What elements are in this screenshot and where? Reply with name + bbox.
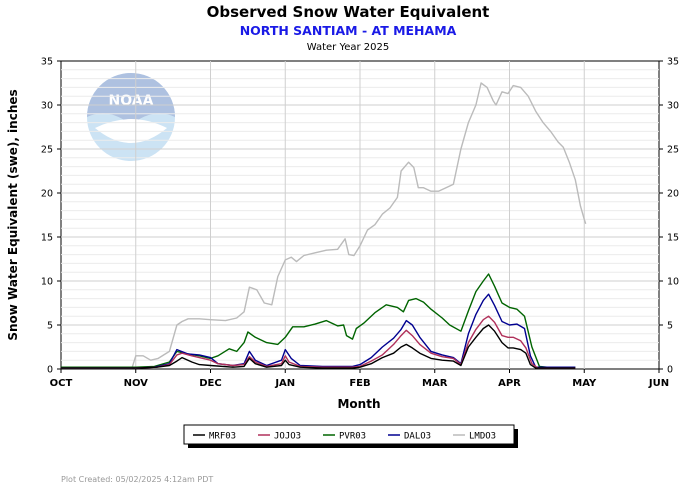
grid-lines (61, 61, 659, 369)
x-tick-label: JUN (648, 378, 669, 389)
y-tick-label-right: 15 (667, 233, 679, 244)
y-tick-label: 5 (47, 321, 53, 332)
y-tick-label-right: 30 (667, 101, 679, 112)
x-tick-label: APR (498, 378, 521, 389)
chart-title: Observed Snow Water Equivalent (207, 3, 490, 21)
legend-label-mrf03: MRF03 (209, 432, 236, 442)
x-tick-label: NOV (124, 378, 149, 389)
noaa-logo-watermark: NOAA (87, 73, 175, 161)
x-axis: OCT NOV DEC JAN FEB MAR APR MAY JUN (50, 369, 669, 389)
y-tick-label: 35 (41, 57, 53, 68)
series-line-lmdo3 (61, 82, 587, 369)
plot-created-footer: Plot Created: 05/02/2025 4:12am PDT (61, 475, 213, 484)
chart-subtitle-year: Water Year 2025 (307, 42, 390, 53)
y-axis-label: Snow Water Equivalent (swe), inches (6, 89, 20, 340)
legend-label-pvr03: PVR03 (339, 432, 366, 442)
y-tick-label-right: 5 (667, 321, 673, 332)
series-lines (61, 82, 587, 369)
x-tick-label: DEC (199, 378, 221, 389)
x-axis-label: Month (337, 397, 380, 411)
x-tick-label: FEB (349, 378, 370, 389)
y-tick-label: 30 (41, 101, 53, 112)
series-line-mrf03 (61, 324, 576, 369)
y-axis-right: 0 5 10 15 20 25 30 35 (659, 57, 679, 376)
y-tick-label-right: 10 (667, 277, 679, 288)
x-tick-label: MAY (572, 378, 597, 389)
series-line-jojo3 (61, 315, 576, 369)
svg-text:NOAA: NOAA (109, 93, 154, 109)
y-tick-label-right: 20 (667, 189, 679, 200)
legend: MRF03 JOJO3 PVR03 DALO3 LMDO3 (183, 424, 518, 448)
y-tick-label-right: 35 (667, 57, 679, 68)
series-line-dalo3 (61, 293, 576, 369)
legend-label-lmdo3: LMDO3 (469, 432, 496, 442)
y-tick-label: 25 (41, 145, 53, 156)
y-tick-label: 0 (47, 365, 53, 376)
x-tick-label: JAN (274, 378, 295, 389)
legend-label-jojo3: JOJO3 (274, 432, 301, 442)
x-tick-label: MAR (422, 378, 448, 389)
x-tick-label: OCT (50, 378, 73, 389)
chart-subtitle: NORTH SANTIAM - AT MEHAMA (240, 23, 457, 38)
series-line-pvr03 (61, 273, 576, 368)
y-tick-label-right: 25 (667, 145, 679, 156)
y-tick-label-right: 0 (667, 365, 673, 376)
y-tick-label: 20 (41, 189, 53, 200)
y-tick-label: 10 (41, 277, 53, 288)
legend-label-dalo3: DALO3 (404, 432, 431, 442)
y-axis-left: 0 5 10 15 20 25 30 35 (41, 57, 61, 376)
y-tick-label: 15 (41, 233, 53, 244)
